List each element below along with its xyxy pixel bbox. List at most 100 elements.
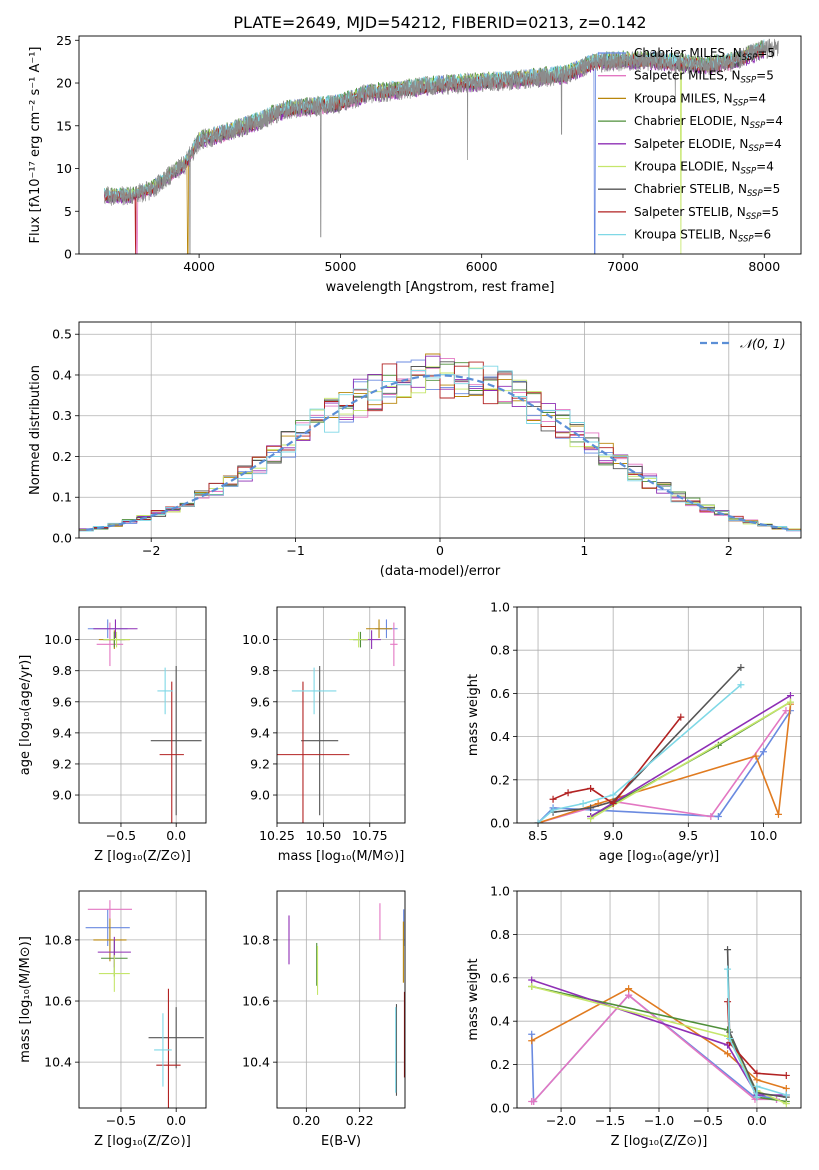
y-tick-label: 0.2 <box>52 449 72 464</box>
x-axis-label: Z [log₁₀(Z/Z⊙)] <box>94 849 191 864</box>
y-tick-label: 9.0 <box>52 788 72 803</box>
y-tick-label: 9.6 <box>250 694 270 709</box>
x-tick-label: 4000 <box>183 259 215 274</box>
legend-label-normal: 𝒩(0, 1) <box>740 336 786 351</box>
x-tick-label: 0.0 <box>166 1113 186 1128</box>
x-tick-label: −1.5 <box>595 1113 625 1128</box>
x-tick-label: 9.0 <box>603 828 623 843</box>
y-tick-label: 10.8 <box>44 932 72 947</box>
y-tick-label: 10.4 <box>44 1055 72 1070</box>
x-tick-label: 0.0 <box>166 828 186 843</box>
age_vs_mass-frame <box>276 606 406 824</box>
weight-marker-salpeter-stelib <box>753 1069 761 1077</box>
x-axis-label: wavelength [Angstrom, rest frame] <box>326 280 555 295</box>
y-tick-label: 0.2 <box>490 1057 510 1072</box>
weight-marker-salpeter-stelib <box>724 998 732 1006</box>
age_vs_mass-plot-area <box>277 619 398 823</box>
legend-label-chabrier-stelib: Chabrier STELIB, NSSP=5 <box>634 182 780 199</box>
x-tick-label: 10.25 <box>259 828 295 843</box>
weight-marker-salpeter-miles <box>782 707 790 715</box>
weight-marker-chabrier-miles <box>759 748 767 756</box>
y-tick-label: 0.8 <box>490 643 510 658</box>
x-axis-label: E(B-V) <box>321 1134 361 1149</box>
y-tick-label: 10 <box>56 161 72 176</box>
legend-label-kroupa-miles: Kroupa MILES, NSSP=4 <box>634 91 766 108</box>
y-tick-label: 5 <box>64 204 72 219</box>
y-tick-label: 0.0 <box>490 1101 510 1116</box>
figure-title: PLATE=2649, MJD=54212, FIBERID=0213, z=0… <box>233 13 646 32</box>
x-tick-label: −2.0 <box>546 1113 576 1128</box>
mass_vs_Z-panel: −0.5 0.0 10.4 10.6 10.8 Z [log₁₀(Z/Z⊙)] mass [… <box>18 890 207 1149</box>
y-tick-label: 10.8 <box>242 932 270 947</box>
y-tick-label: 9.8 <box>52 663 72 678</box>
weight-marker-orange <box>774 810 782 818</box>
y-tick-label: 9.2 <box>250 756 270 771</box>
legend-label-salpeter-miles: Salpeter MILES, NSSP=5 <box>634 69 774 86</box>
age_vs_mass-panel: 10.25 10.50 10.75 9.0 9.2 9.4 9.6 9.8 10.0 mass [… <box>242 606 406 864</box>
y-tick-label: 9.8 <box>250 663 270 678</box>
x-tick-label: 10.0 <box>750 828 778 843</box>
x-axis-label: age [log₁₀(age/yr)] <box>599 849 720 864</box>
y-tick-label: 0.3 <box>52 408 72 423</box>
x-tick-label: −0.5 <box>693 1113 723 1128</box>
mass_vs_EBV-frame <box>276 890 406 1109</box>
weight-marker-orange <box>528 1037 536 1045</box>
y-tick-label: 9.4 <box>250 725 270 740</box>
weight-marker-kroupa-elodie <box>786 698 794 706</box>
weight-marker-chabrier-miles <box>714 813 722 821</box>
x-axis-label: Z [log₁₀(Z/Z⊙)] <box>611 1134 708 1149</box>
weight_vs_age-frame <box>516 606 802 824</box>
y-tick-label: 0.0 <box>490 816 510 831</box>
weight-line-salpeter-elodie <box>590 694 791 818</box>
weight-marker-salpeter-stelib <box>549 795 557 803</box>
y-axis-label: mass weight <box>466 958 481 1040</box>
legend-label-chabrier-elodie: Chabrier ELODIE, NSSP=4 <box>634 114 783 131</box>
spectrum-legend: Chabrier MILES, NSSP=5 Salpeter MILES, NS… <box>598 46 783 245</box>
x-tick-label: 7000 <box>607 259 639 274</box>
x-tick-label: 2 <box>725 543 733 558</box>
x-tick-label: −0.5 <box>106 828 136 843</box>
weight-marker-kroupa-stelib <box>724 965 732 973</box>
y-tick-label: 0.4 <box>490 1014 510 1029</box>
y-tick-label: 10.6 <box>242 994 270 1009</box>
weight-marker-salpeter-stelib <box>609 800 617 808</box>
weight-marker-kroupa-stelib <box>782 1091 790 1099</box>
spectrum-plot-area <box>104 38 779 254</box>
weight-line-salpeter-miles <box>537 710 787 823</box>
legend-label-salpeter-elodie: Salpeter ELODIE, NSSP=4 <box>634 137 782 154</box>
weight-marker-salpeter-miles <box>707 813 715 821</box>
y-tick-label: 15 <box>56 118 72 133</box>
age_vs_Z-plot-area <box>87 619 202 823</box>
mass_vs_EBV-plot-area <box>288 903 405 1096</box>
weight-marker-kroupa-stelib <box>726 1035 734 1043</box>
x-tick-label: 5000 <box>324 259 356 274</box>
residuals-plot-area <box>79 353 801 532</box>
legend-label-kroupa-stelib: Kroupa STELIB, NSSP=6 <box>634 228 771 245</box>
mass_vs_Z-plot-area <box>85 900 204 1108</box>
x-tick-label: −1.0 <box>644 1113 674 1128</box>
weight-marker-chabrier-stelib <box>587 804 595 812</box>
y-tick-label: 9.0 <box>250 788 270 803</box>
y-axis-label: mass weight <box>466 674 481 756</box>
x-tick-label: 0.0 <box>747 1113 767 1128</box>
residuals-frame <box>78 321 802 539</box>
weight-line-chabrier-miles <box>537 710 792 823</box>
x-tick-label: 8.5 <box>528 828 548 843</box>
weight-marker-salpeter-stelib <box>587 784 595 792</box>
spectrum-panel: 4000 5000 6000 7000 8000 0 5 10 15 20 25 wavelength… <box>28 33 802 295</box>
weight-marker-salpeter-stelib <box>782 1071 790 1079</box>
weight-marker-chabrier-stelib <box>737 663 745 671</box>
weight_vs_age-panel: 8.5 9.0 9.5 10.0 0.0 0.2 0.4 0.6 0.8 1.0 age [log₁… <box>466 600 802 864</box>
y-tick-label: 0.1 <box>52 490 72 505</box>
y-tick-label: 25 <box>56 33 72 48</box>
weight-marker-chabrier-miles <box>528 1030 536 1038</box>
weight-marker-kroupa-elodie <box>587 815 595 823</box>
weight_vs_Z-panel: −2.0 −1.5 −1.0 −0.5 0.0 0.0 0.2 0.4 0.6 0.8 1.0 Z [… <box>466 884 802 1149</box>
weight_vs_Z-frame <box>516 890 802 1109</box>
x-tick-label: 10.50 <box>305 828 341 843</box>
weight-marker-salpeter-elodie <box>528 976 536 984</box>
x-tick-label: −0.5 <box>106 1113 136 1128</box>
x-tick-label: 0.20 <box>292 1113 320 1128</box>
residual-histogram-chabrier-stelib <box>79 361 801 531</box>
